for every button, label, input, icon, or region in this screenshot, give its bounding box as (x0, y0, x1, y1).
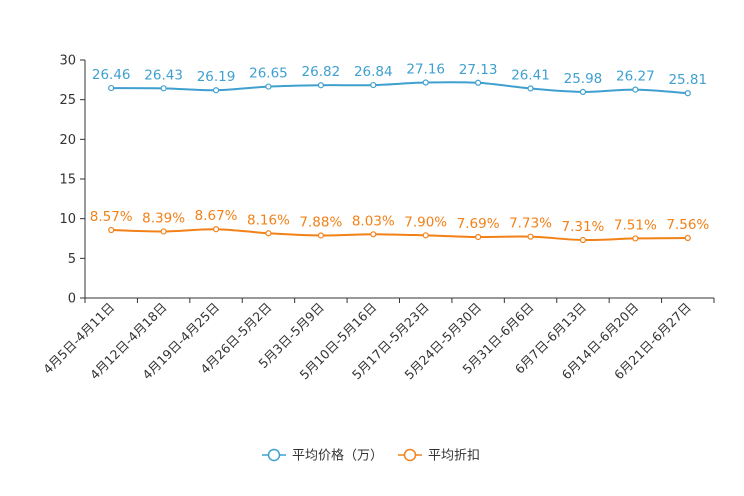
y-tick-label: 5 (68, 252, 76, 267)
data-point (684, 90, 691, 97)
data-point (632, 86, 639, 93)
data-label: 8.16% (247, 212, 290, 228)
data-point (422, 232, 429, 239)
data-label: 26.27 (616, 69, 655, 85)
data-label: 25.81 (668, 72, 707, 88)
data-label: 26.65 (249, 66, 288, 82)
data-label: 7.56% (666, 217, 709, 233)
data-point (317, 82, 324, 89)
data-point (108, 84, 115, 92)
data-label: 8.03% (352, 213, 395, 229)
legend: 平均价格（万） 平均折扣 (262, 448, 480, 464)
data-label: 26.46 (92, 67, 131, 83)
data-point (160, 85, 167, 92)
data-label: 26.19 (197, 69, 236, 85)
data-point (475, 233, 482, 241)
data-label: 26.41 (511, 67, 550, 83)
data-point (527, 85, 534, 92)
legend-label: 平均价格（万） (292, 448, 383, 464)
data-label: 7.69% (457, 216, 500, 232)
data-point (265, 230, 272, 237)
data-point (160, 228, 167, 235)
data-point (212, 226, 220, 233)
series-line (111, 228, 688, 242)
data-point (579, 88, 587, 95)
y-tick-label: 20 (59, 133, 76, 148)
legend-marker-icon (267, 448, 281, 462)
data-label: 26.43 (144, 67, 183, 83)
data-point (579, 236, 587, 244)
data-label: 26.84 (354, 64, 393, 80)
data-label: 27.16 (406, 62, 445, 78)
data-point (632, 235, 639, 242)
data-point (684, 234, 691, 242)
legend-item-1: 平均价格（万） (262, 448, 383, 464)
data-point (265, 83, 272, 90)
data-label: 8.39% (142, 210, 185, 226)
data-label: 27.13 (459, 62, 498, 78)
data-label: 7.31% (562, 219, 605, 235)
data-point (422, 79, 429, 86)
y-tick-label: 0 (68, 292, 76, 307)
legend-item-2: 平均折扣 (398, 449, 480, 464)
data-label: 7.88% (299, 214, 342, 230)
data-point (317, 232, 324, 239)
y-tick-label: 10 (59, 212, 76, 227)
y-tick-label: 25 (59, 93, 76, 108)
data-point (475, 79, 482, 86)
data-label: 7.51% (614, 217, 657, 233)
data-label: 8.57% (90, 209, 133, 225)
series-2: 8.57% 8.39% 8.67% 8.16% 7.88% 8.03% 7.90% 7.69%… (90, 208, 709, 244)
data-point (370, 231, 377, 238)
y-tick-label: 30 (59, 54, 76, 69)
data-point (212, 87, 220, 94)
legend-label: 平均折扣 (428, 449, 480, 464)
legend-marker-icon (403, 448, 417, 462)
data-point (108, 226, 115, 234)
series-layer: 26.46 26.43 26.19 26.65 26.82 26.84 27.16 27.13… (90, 62, 709, 244)
data-label: 8.67% (195, 208, 238, 224)
data-label: 25.98 (564, 71, 603, 87)
data-label: 7.90% (404, 214, 447, 230)
data-point (370, 81, 377, 89)
data-label: 7.73% (509, 216, 552, 232)
series-line (111, 81, 688, 95)
y-tick-label: 15 (59, 173, 76, 188)
series-1: 26.46 26.43 26.19 26.65 26.82 26.84 27.16 27.13… (92, 62, 707, 97)
data-label: 26.82 (302, 64, 341, 80)
data-point (527, 233, 534, 240)
